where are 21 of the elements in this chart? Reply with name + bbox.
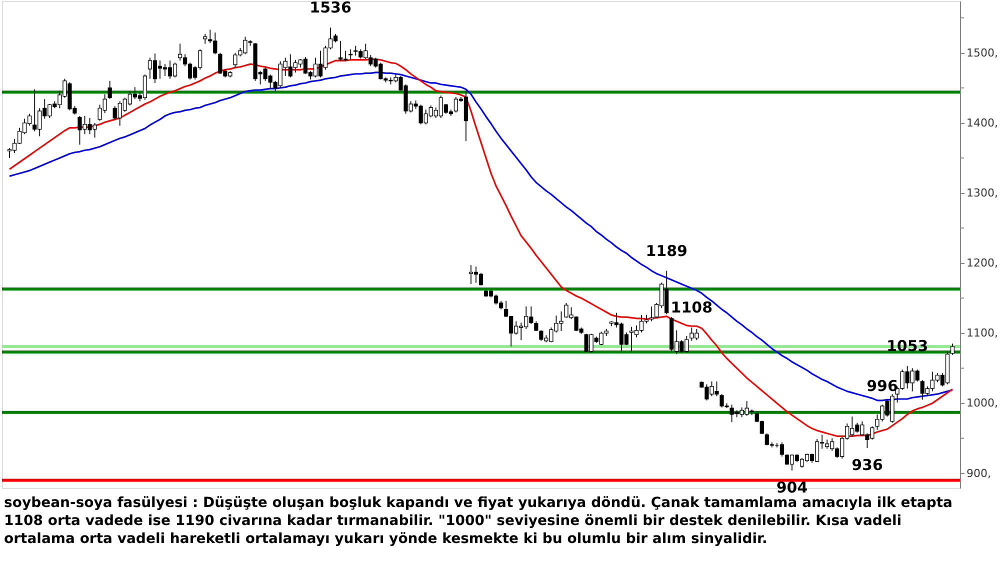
y-tick-label: 1300, xyxy=(966,186,998,200)
candlestick xyxy=(649,306,654,322)
annotation: 904 xyxy=(776,478,808,496)
y-tick-label: 1500, xyxy=(966,46,998,60)
annotation: 996 xyxy=(866,377,898,396)
candlestick xyxy=(108,80,112,100)
y-tick-label: 1400, xyxy=(966,116,998,130)
text: soybean-soya fasülyesi : Düşüşte oluşan boşluk kapandı ve fiyat yukarıya döndü. Çanak tamamlama amacıyla ilk etapta 1108 orta vadede ise 1190 civarına kadar tırmanabilir. "1000" seviyesine önemli bir destek denilebilir. Kısa vadeli ortalama orta vadeli hareketli ortalamayı yukarı yönde kesmekte ki bu olumlu bir alım sinyalidir. xyxy=(4,495,952,547)
y-tick-label: 1100, xyxy=(966,326,998,340)
y-tick-label: 1000, xyxy=(966,396,998,410)
candlestick xyxy=(950,343,955,356)
candlestick xyxy=(203,33,208,44)
annotation: 1108 xyxy=(670,298,713,317)
candlestick xyxy=(348,48,353,60)
y-tick-label: 1200, xyxy=(966,256,998,270)
annotation: 936 xyxy=(852,456,883,474)
y-tick-label: 900, xyxy=(966,466,991,480)
annotation: 1053 xyxy=(886,337,928,356)
annotation: 1189 xyxy=(646,242,688,260)
annotation: 1536 xyxy=(310,0,352,17)
candlestick xyxy=(534,320,538,332)
